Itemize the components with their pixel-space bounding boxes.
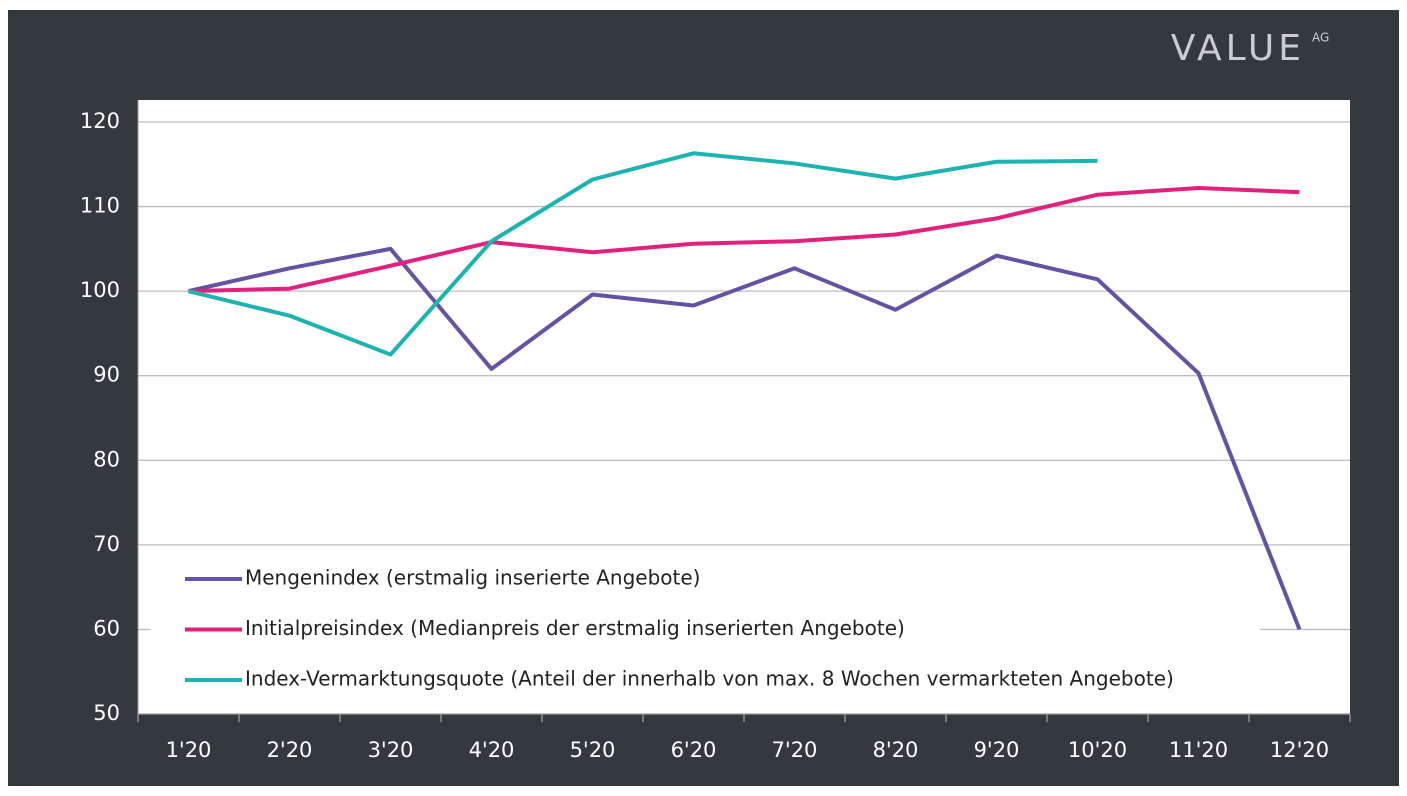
series-line (188, 185, 1300, 294)
y-tick-label: 60 (93, 616, 120, 640)
x-tick-label: 1'20 (166, 738, 212, 762)
y-tick-label: 80 (93, 447, 120, 471)
x-tick-label: 3'20 (368, 738, 414, 762)
legend-label: Index-Vermarktungsquote (Anteil der inne… (245, 667, 1174, 691)
legend-label: Mengenindex (erstmalig inserierte Angebo… (245, 566, 701, 590)
logo: VALUE (1171, 28, 1305, 69)
logo-suffix: AG (1312, 31, 1329, 45)
y-tick-label: 50 (93, 701, 120, 725)
x-tick-label: 10'20 (1068, 738, 1127, 762)
y-tick-label: 90 (93, 363, 120, 387)
y-tick-label: 110 (80, 194, 120, 218)
legend-box (150, 556, 1260, 706)
x-tick-label: 6'20 (671, 738, 717, 762)
x-tick-label: 9'20 (974, 738, 1020, 762)
x-tick-label: 11'20 (1169, 738, 1228, 762)
y-tick-label: 70 (93, 532, 120, 556)
x-tick-label: 5'20 (570, 738, 616, 762)
y-tick-label: 120 (80, 109, 120, 133)
series-line (188, 151, 1098, 357)
x-tick-label: 4'20 (469, 738, 515, 762)
x-tick-label: 8'20 (873, 738, 919, 762)
series-line (188, 246, 1302, 631)
x-tick-label: 7'20 (772, 738, 818, 762)
x-tick-label: 12'20 (1270, 738, 1329, 762)
x-tick-label: 2'20 (267, 738, 313, 762)
y-tick-label: 100 (80, 278, 120, 302)
legend-label: Initialpreisindex (Medianpreis der erstm… (245, 616, 905, 640)
